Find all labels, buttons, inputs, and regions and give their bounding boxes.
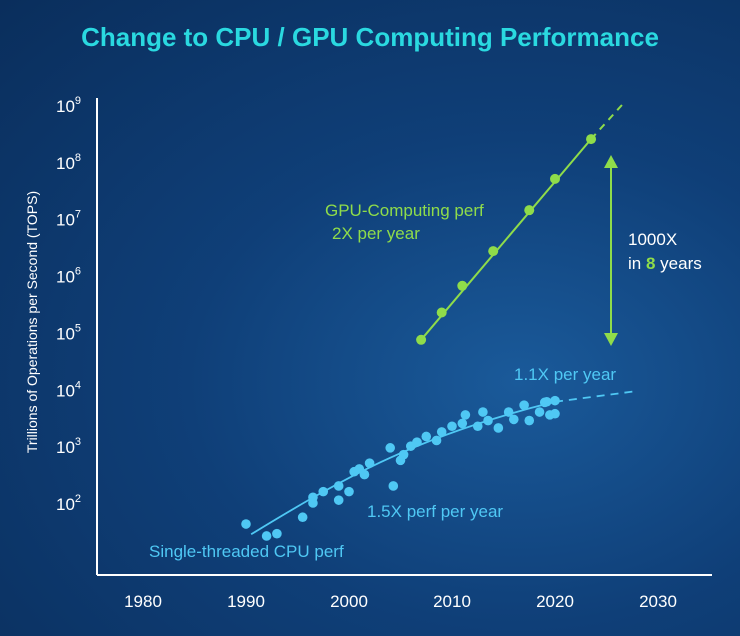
cpu-data-point [493,423,504,433]
cpu-trend-label-late: 1.1X per year [514,365,616,384]
cpu-data-point [333,495,344,505]
x-tick-label: 2030 [639,592,677,611]
cpu-data-point [457,418,468,429]
gpu-trend-line [420,138,592,341]
cpu-data-point [447,421,457,432]
cpu-data-point [354,464,365,474]
y-tick-label: 106 [56,266,81,287]
cpu-data-point [412,437,422,447]
cpu-data-point [472,421,483,432]
cpu-data-point [398,449,409,460]
cpu-data-point [483,415,493,426]
cpu-trend-label-early: 1.5X perf per year [367,502,503,521]
cpu-data-point [509,414,519,425]
annotation-1000x: 1000X [628,230,677,249]
annotation-years: in 8 years [628,254,702,273]
gpu-data-point [457,280,468,291]
x-tick-label: 1980 [124,592,162,611]
y-tick-label: 107 [56,209,81,230]
gpu-trend-extension [590,104,623,140]
x-tick-label: 2010 [433,592,471,611]
cpu-data-point [272,528,282,539]
cpu-data-point [541,396,552,407]
cpu-data-point [478,407,488,417]
y-tick-label: 104 [56,379,81,400]
cpu-data-point [318,486,329,497]
x-tick-label: 2000 [330,592,368,611]
x-tick-label: 2020 [536,592,574,611]
cpu-data-point [460,410,471,420]
gpu-data-point [550,173,560,184]
cpu-data-point [364,458,375,468]
cpu-data-point [261,531,272,541]
cpu-data-point [519,400,529,411]
cpu-data-point [388,481,399,491]
cpu-data-point [333,481,344,491]
y-tick-label: 103 [56,436,81,457]
gpu-label-line1: GPU-Computing perf [325,201,484,220]
chart-title: Change to CPU / GPU Computing Performanc… [81,22,659,52]
cpu-data-point [421,431,432,442]
cpu-data-point [297,512,308,523]
cpu-data-point [431,435,442,446]
gpu-data-point [416,334,427,345]
gpu-data-point [586,134,597,145]
y-tick-label: 108 [56,152,81,173]
x-tick-label: 1990 [227,592,265,611]
cpu-data-point [534,407,545,417]
cpu-data-point [385,443,396,453]
cpu-trend-extension [554,390,638,403]
cpu-data-point [344,486,354,497]
cpu-data-point [308,498,318,508]
cpu-data-point [550,408,560,419]
cpu-data-point [241,519,251,529]
y-tick-label: 102 [56,493,81,514]
y-tick-label: 109 [56,95,81,116]
y-tick-label: 105 [56,322,81,343]
cpu-data-point [550,395,560,406]
cpu-data-point [436,427,447,437]
range-arrow-up [604,155,618,168]
cpu-data-point [524,415,535,426]
gpu-data-point [436,307,447,318]
range-arrow-down [604,333,618,346]
gpu-data-point [524,205,535,216]
gpu-data-point [488,246,499,257]
gpu-label-line2: 2X per year [332,224,420,243]
cpu-series-label: Single-threaded CPU perf [149,542,344,561]
cpu-data-point [503,407,514,417]
